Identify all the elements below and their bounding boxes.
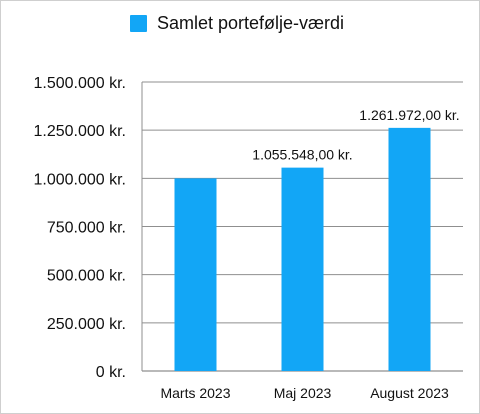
y-tick-label: 1.000.000 kr. xyxy=(33,171,126,188)
axis-layer: 0 kr. 250.000 kr. 500.000 kr. 750.000 kr. 1.… xyxy=(33,75,449,401)
y-tick-label: 750.000 kr. xyxy=(47,220,126,237)
x-tick-label: August 2023 xyxy=(370,385,449,401)
y-tick-label: 0 kr. xyxy=(96,364,126,381)
bar xyxy=(281,167,324,371)
y-tick-label: 1.250.000 kr. xyxy=(33,123,126,140)
legend-swatch xyxy=(130,14,147,32)
bar xyxy=(174,178,217,371)
y-tick-label: 250.000 kr. xyxy=(47,316,126,333)
y-tick-label: 1.500.000 kr. xyxy=(33,75,126,92)
y-tick-label: 500.000 kr. xyxy=(47,268,126,285)
bar-data-label: 1.055.548,00 kr. xyxy=(252,147,352,163)
chart-legend: Samlet portefølje-værdi xyxy=(130,11,344,35)
labels-layer: 1.055.548,00 kr. 1.261.972,00 kr. xyxy=(252,107,459,163)
x-tick-label: Maj 2023 xyxy=(274,385,332,401)
bar xyxy=(388,127,431,371)
bar-data-label: 1.261.972,00 kr. xyxy=(359,107,459,123)
x-tick-label: Marts 2023 xyxy=(160,385,230,401)
bars-layer xyxy=(174,127,431,371)
legend-label: Samlet portefølje-værdi xyxy=(157,13,345,33)
